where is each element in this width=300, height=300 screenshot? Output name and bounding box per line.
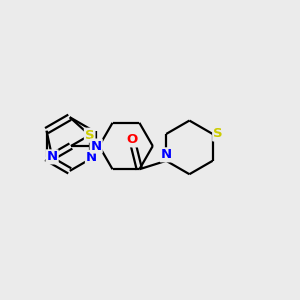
Text: S: S — [213, 128, 223, 140]
Text: N: N — [46, 150, 58, 164]
Text: S: S — [85, 129, 94, 142]
Text: O: O — [126, 134, 138, 146]
Text: N: N — [160, 148, 172, 161]
Text: N: N — [86, 151, 97, 164]
Text: N: N — [91, 140, 102, 152]
